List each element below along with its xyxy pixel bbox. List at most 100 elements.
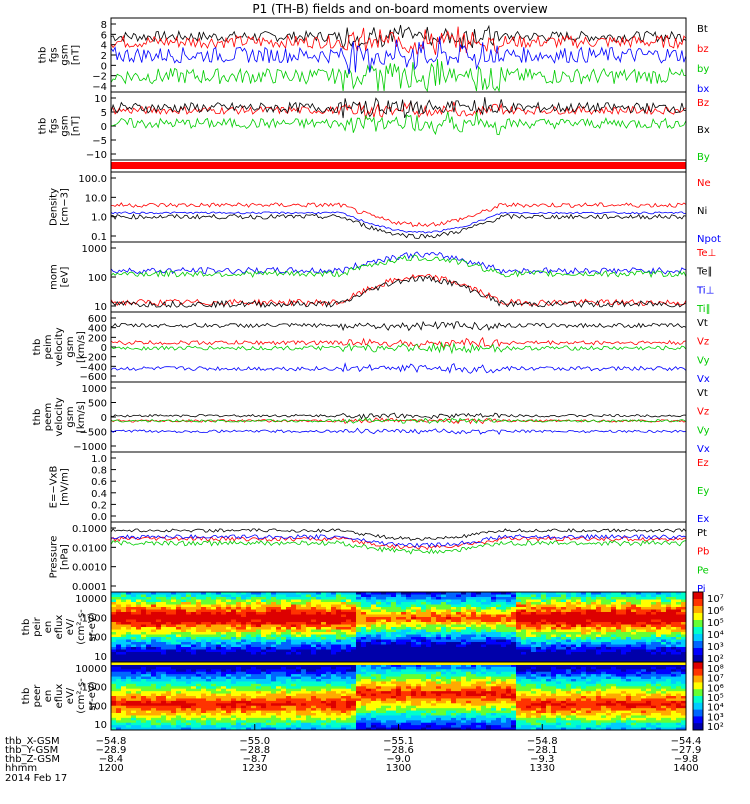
y-axis-label: eflux <box>54 684 65 709</box>
legend-entry: Vy <box>697 355 710 366</box>
y-axis-label: [mV/m] <box>60 468 71 506</box>
legend-entry: bx <box>697 84 709 95</box>
y-tick-label: 10.0 <box>85 193 107 204</box>
y-tick-label: 0.6 <box>91 477 107 488</box>
y-axis-label: gsm <box>60 115 71 136</box>
y-axis-label: fgs <box>49 47 60 62</box>
legend-entry: Vz <box>697 407 709 418</box>
y-axis-label: mom <box>49 264 60 290</box>
colorbar-tick-label: 10⁴ <box>707 630 724 641</box>
colorbar-segment <box>693 592 703 600</box>
legend-entry: bz <box>697 44 709 55</box>
colorbar-tick-label: 10³ <box>707 642 724 653</box>
y-axis-label: thb <box>38 118 49 135</box>
y-tick-label: 10 <box>94 302 107 313</box>
y-tick-label: 10 <box>94 94 107 105</box>
y-axis-label: [eV] <box>60 267 71 288</box>
y-tick-label: −10 <box>86 150 107 161</box>
panel-frame <box>111 92 686 160</box>
series-line-Vt <box>111 413 686 419</box>
legend-entry: Bx <box>697 125 710 136</box>
legend-entry: Te⊥ <box>696 248 716 259</box>
y-axis-label: en <box>43 621 54 634</box>
y-tick-label: 0.1 <box>91 232 107 243</box>
y-axis-label: velocity <box>54 397 65 436</box>
legend-entry: Vy <box>697 425 710 436</box>
y-tick-label: 0.2 <box>91 500 107 511</box>
y-axis-label: thb <box>21 619 32 636</box>
y-tick-label: 1000 <box>82 613 107 624</box>
series-line-Pe <box>111 541 686 554</box>
y-axis-label: thb <box>32 409 43 426</box>
y-axis-label: [nPa] <box>60 544 71 570</box>
series-line-By <box>111 112 686 135</box>
y-axis-label: velocity <box>54 327 65 366</box>
panel-frame <box>111 522 686 592</box>
colorbar-segment <box>693 627 703 635</box>
y-tick-label: −500 <box>80 428 107 439</box>
y-axis-label: thb <box>21 688 32 705</box>
y-axis-label: Density <box>49 188 60 226</box>
y-axis-label: peer <box>32 684 43 708</box>
legend-entry: Pb <box>697 547 709 558</box>
legend-entry: Pt <box>697 528 707 539</box>
y-tick-label: 100 <box>88 701 107 712</box>
colorbar-segment <box>693 620 703 628</box>
figure-title: P1 (TH-B) fields and on-board moments ov… <box>252 2 548 16</box>
y-axis-label: thb <box>38 47 49 64</box>
colorbar-segment <box>693 655 703 663</box>
panel-frame <box>111 172 686 242</box>
y-axis-label: eV/ <box>65 687 76 704</box>
y-tick-label: 1.0 <box>91 454 107 465</box>
y-axis-label: Pressure <box>49 536 60 579</box>
panel-frame <box>111 452 686 522</box>
legend-entry: Ni <box>697 206 707 217</box>
legend-entry: by <box>697 64 709 75</box>
legend-entry: Vz <box>697 337 709 348</box>
colorbar-segment <box>693 606 703 614</box>
y-axis-label: peim <box>43 334 54 359</box>
colorbar-segment <box>693 634 703 642</box>
y-tick-label: −1000 <box>73 442 107 453</box>
legend-entry: Bt <box>697 24 708 35</box>
y-axis-label: E=−VxB <box>49 466 60 509</box>
y-tick-label: 1.0 <box>91 213 107 224</box>
y-tick-label: 10000 <box>75 664 107 675</box>
colorbar-tick-label: 10⁵ <box>707 618 724 629</box>
legend-entry: Ti⊥ <box>696 285 714 296</box>
colorbar-segment <box>693 641 703 649</box>
legend-entry: Pe <box>697 565 709 576</box>
y-axis-label: peir <box>32 616 43 636</box>
y-axis-label: gsm <box>65 406 76 427</box>
legend-entry: Ti∥ <box>696 304 711 315</box>
legend-entry: Ne <box>697 178 711 189</box>
y-tick-label: 1000 <box>82 384 107 395</box>
y-axis-label: peem <box>43 403 54 431</box>
series-line-Te∥ <box>111 276 686 307</box>
y-tick-label: 0.0010 <box>72 563 107 574</box>
y-tick-label: 0 <box>101 122 107 133</box>
y-tick-label: 10 <box>94 652 107 663</box>
y-tick-label: 100 <box>88 633 107 644</box>
y-tick-label: −5 <box>92 136 107 147</box>
series-line-Ni <box>111 214 686 238</box>
y-tick-label: 500 <box>88 399 107 410</box>
legend-entry: Npot <box>697 234 721 245</box>
series-line-Ti⊥ <box>111 252 686 274</box>
series-line-Vx <box>111 364 686 374</box>
y-tick-label: 1000 <box>82 244 107 255</box>
flag-strip <box>111 162 686 169</box>
series-line-Vy <box>111 343 686 353</box>
panel-frame <box>111 312 686 382</box>
y-tick-label: 0.0001 <box>72 582 107 593</box>
y-axis-label: eflux <box>54 615 65 640</box>
series-line-by <box>111 59 686 91</box>
series-line-Bx <box>111 97 686 118</box>
y-tick-label: 10 <box>94 720 107 731</box>
panel-frame <box>111 18 686 92</box>
y-tick-label: 1000 <box>82 683 107 694</box>
